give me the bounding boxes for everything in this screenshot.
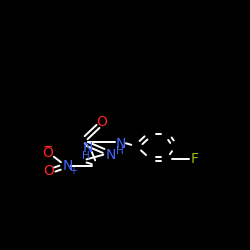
Text: N: N bbox=[62, 159, 73, 173]
Text: O: O bbox=[97, 116, 108, 130]
Text: +: + bbox=[69, 166, 77, 175]
Text: H: H bbox=[82, 151, 90, 161]
Text: F: F bbox=[190, 152, 198, 166]
Text: O: O bbox=[43, 164, 54, 178]
Text: N: N bbox=[82, 142, 92, 156]
Text: −: − bbox=[43, 140, 54, 153]
Text: O: O bbox=[42, 146, 53, 160]
Text: H: H bbox=[116, 146, 123, 156]
Text: N: N bbox=[115, 136, 126, 150]
Text: N: N bbox=[106, 148, 116, 162]
